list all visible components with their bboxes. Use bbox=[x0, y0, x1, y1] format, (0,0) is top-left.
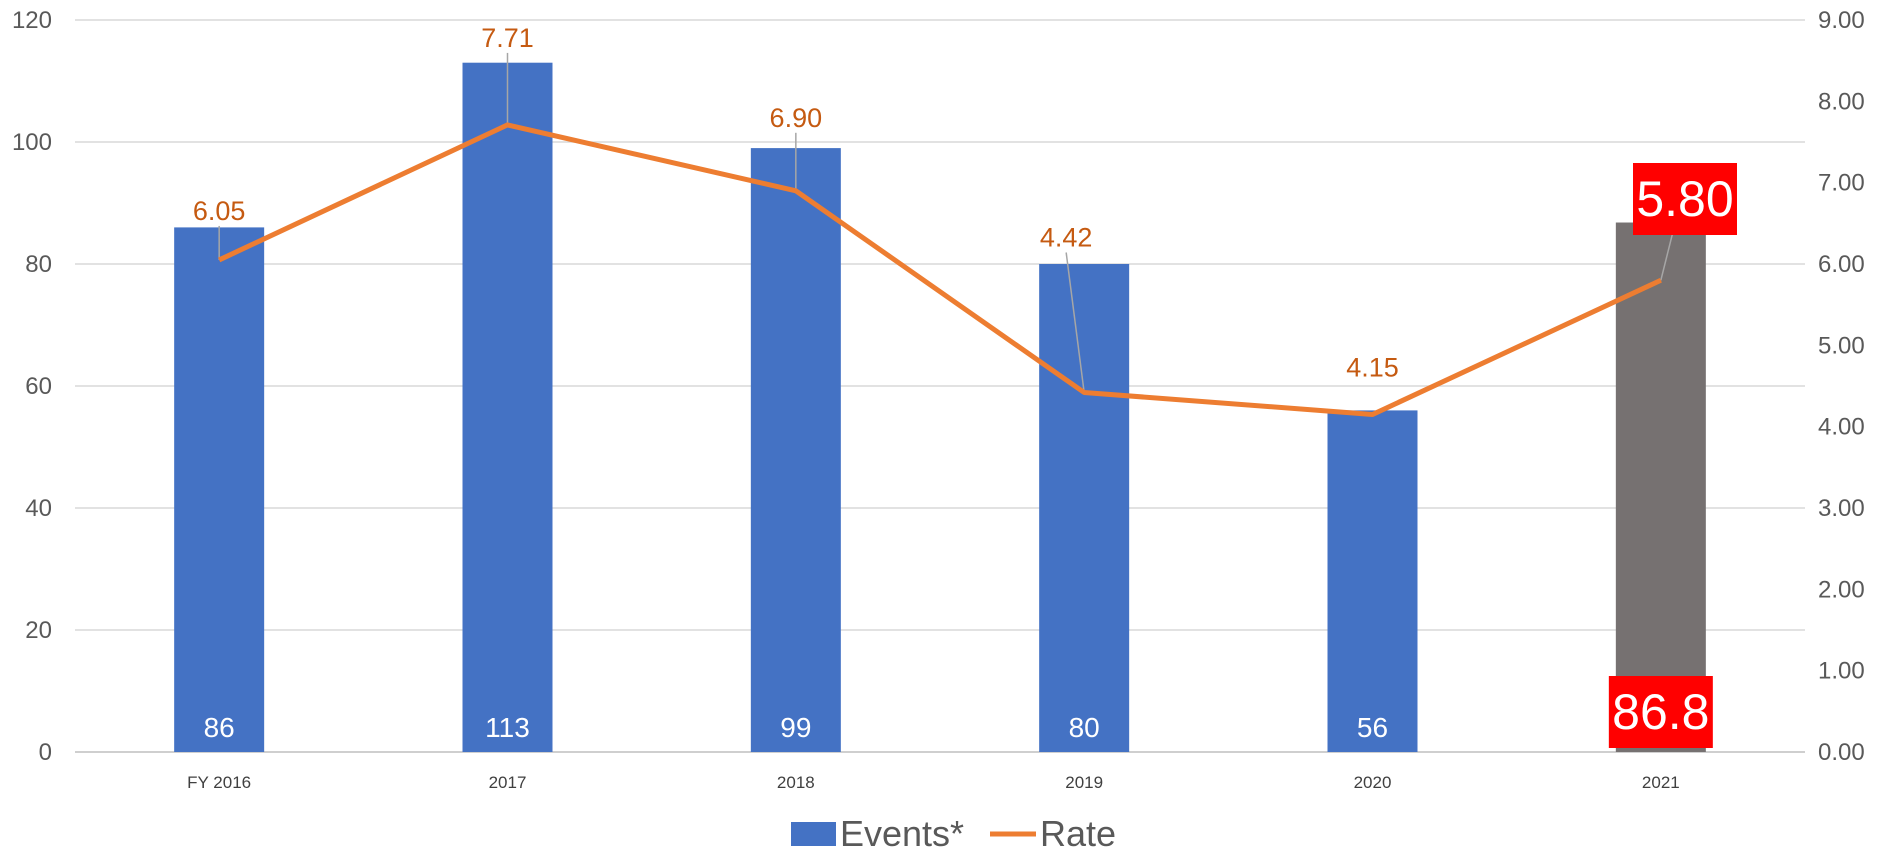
y-left-tick-label: 100 bbox=[12, 129, 52, 156]
highlight-label-box bbox=[1633, 163, 1737, 235]
y-left-tick-label: 120 bbox=[12, 7, 52, 34]
x-tick-label: 2020 bbox=[1354, 773, 1392, 792]
y-right-tick-label: 5.00 bbox=[1818, 332, 1865, 359]
rate-value-label: 4.15 bbox=[1346, 352, 1399, 382]
bar bbox=[174, 227, 265, 752]
y-left-tick-label: 0 bbox=[39, 739, 52, 766]
bar bbox=[462, 62, 553, 752]
bar bbox=[1615, 222, 1706, 752]
bar-value-label: 99 bbox=[780, 712, 811, 743]
y-left-tick-label: 20 bbox=[25, 617, 52, 644]
y-right-tick-label: 6.00 bbox=[1818, 251, 1865, 278]
rate-value-label: 4.42 bbox=[1040, 223, 1093, 253]
rate-line bbox=[218, 122, 1662, 417]
y-right-tick-label: 8.00 bbox=[1818, 88, 1865, 115]
bar-value-label: 86.8 bbox=[1612, 684, 1709, 740]
bar-value-label: 113 bbox=[485, 712, 530, 743]
x-tick-label: 2021 bbox=[1642, 773, 1680, 792]
y-right-tick-label: 9.00 bbox=[1818, 7, 1865, 34]
x-tick-label: FY 2016 bbox=[187, 773, 251, 792]
y-right-tick-label: 2.00 bbox=[1818, 576, 1865, 603]
x-tick-label: 2017 bbox=[489, 773, 527, 792]
x-tick-label: 2018 bbox=[777, 773, 815, 792]
rate-value-label: 7.71 bbox=[481, 23, 534, 53]
bar-value-label: 56 bbox=[1357, 712, 1388, 743]
bar bbox=[1039, 264, 1130, 752]
bar bbox=[1327, 410, 1418, 752]
y-left-tick-label: 80 bbox=[25, 251, 52, 278]
x-tick-label: 2019 bbox=[1065, 773, 1103, 792]
y-right-tick-label: 3.00 bbox=[1818, 495, 1865, 522]
y-left-tick-label: 40 bbox=[25, 495, 52, 522]
bar-value-label: 86 bbox=[204, 712, 235, 743]
legend-swatch-events bbox=[791, 822, 836, 846]
rate-value-label: 6.90 bbox=[770, 103, 823, 133]
leader-line bbox=[1065, 252, 1085, 393]
rate-value-label: 5.80 bbox=[1636, 171, 1733, 227]
bar bbox=[750, 148, 841, 753]
highlight-label-box bbox=[1608, 676, 1713, 748]
legend-label-rate: Rate bbox=[1040, 813, 1116, 848]
bar-value-label: 80 bbox=[1069, 712, 1100, 743]
legend-label-events: Events* bbox=[840, 813, 964, 848]
y-right-tick-label: 7.00 bbox=[1818, 170, 1865, 197]
y-left-tick-label: 60 bbox=[25, 373, 52, 400]
y-right-tick-label: 0.00 bbox=[1818, 739, 1865, 766]
y-right-tick-label: 1.00 bbox=[1818, 658, 1865, 685]
y-right-tick-label: 4.00 bbox=[1818, 414, 1865, 441]
rate-value-label: 6.05 bbox=[193, 196, 246, 226]
